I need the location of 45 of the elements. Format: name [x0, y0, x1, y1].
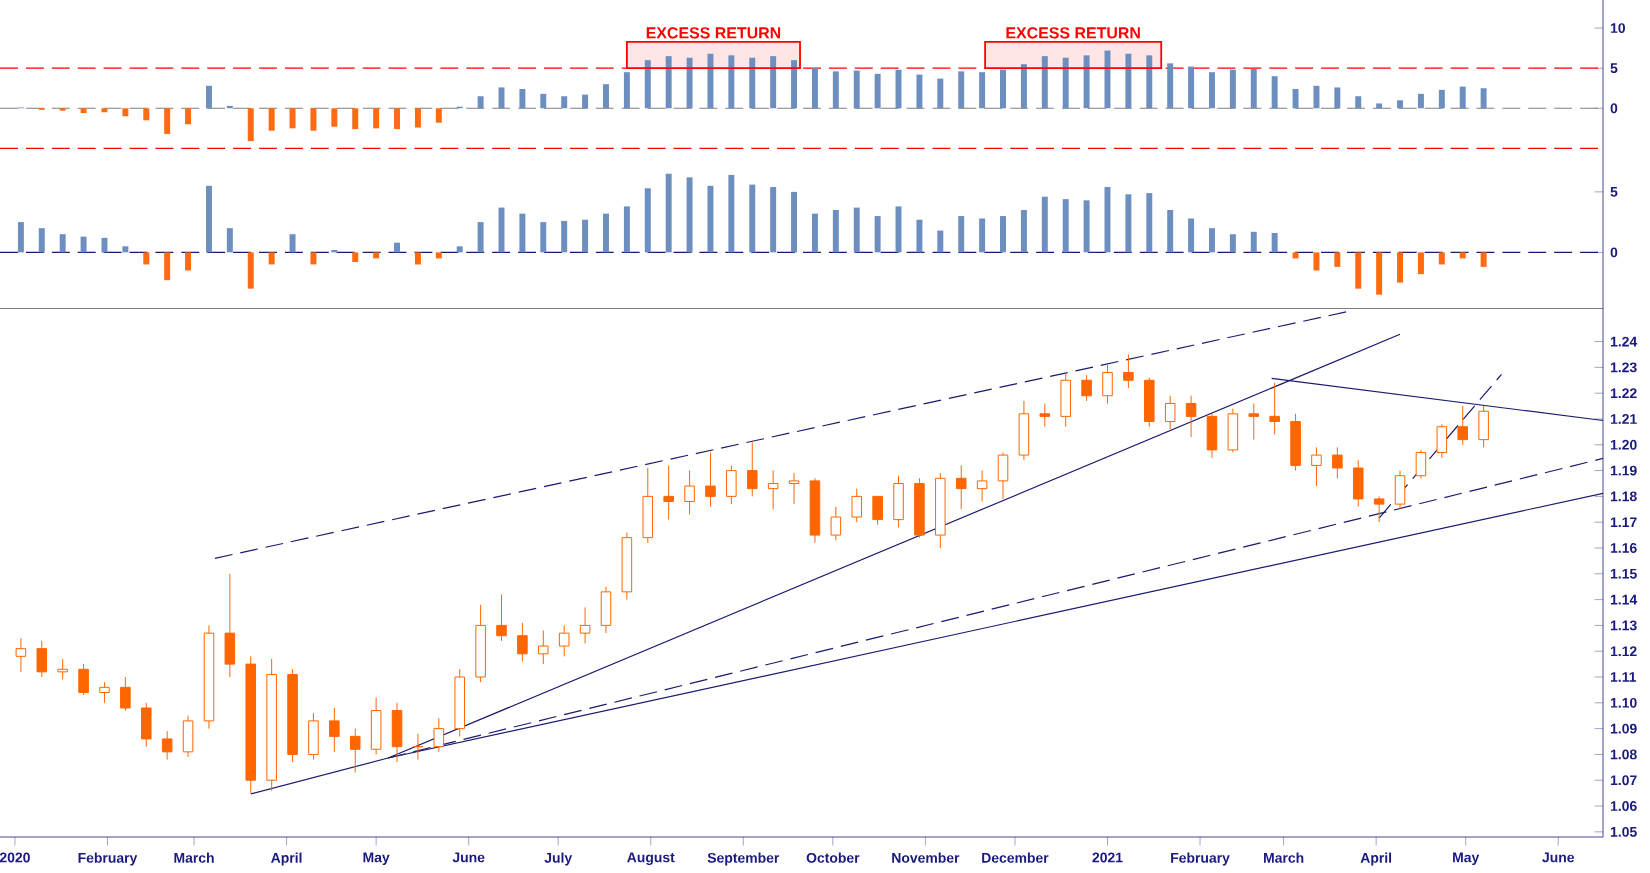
band-label: EXCESS RETURN — [646, 27, 781, 39]
x-tick-label: April — [1360, 852, 1392, 866]
x-tick-label: June — [1542, 852, 1575, 863]
y-tick-label: 0 — [1610, 103, 1618, 114]
x-tick-label: July — [544, 852, 573, 866]
y-tick-label: 1.17 — [1610, 517, 1637, 527]
y-tick-label: 1.16 — [1610, 543, 1637, 553]
y-tick-label: 1.22 — [1610, 388, 1637, 399]
y-tick-label: 1.09 — [1610, 723, 1637, 734]
x-tick-label: 2021 — [1092, 852, 1123, 863]
y-tick-label: 1.05 — [1610, 826, 1637, 837]
y-tick-label: 1.11 — [1610, 672, 1637, 682]
y-tick-label: 1.20 — [1610, 439, 1637, 450]
band-label: EXCESS RETURN — [1006, 27, 1140, 39]
x-tick-label: February — [1171, 852, 1230, 866]
y-tick-label: 1.21 — [1610, 414, 1637, 424]
y-tick-label: 1.23 — [1610, 362, 1637, 373]
x-tick-label: November — [892, 852, 960, 863]
x-tick-label: May — [1453, 852, 1480, 866]
x-tick-label: April — [271, 852, 302, 866]
y-tick-label: 0 — [1610, 247, 1618, 258]
y-tick-label: 1.12 — [1610, 646, 1637, 657]
x-tick-label: February — [78, 852, 138, 866]
y-tick-label: 1.19 — [1610, 465, 1637, 476]
y-tick-label: 1.07 — [1610, 775, 1637, 786]
x-tick-label: October — [806, 852, 860, 863]
y-tick-label: 1.10 — [1610, 697, 1637, 708]
y-tick-label: 1.13 — [1610, 620, 1637, 631]
y-tick-label: 1.18 — [1610, 491, 1637, 502]
y-tick-label: 10 — [1610, 23, 1626, 33]
x-tick-label: September — [707, 852, 780, 866]
x-tick-label: March — [1264, 852, 1304, 863]
x-tick-label: May — [363, 852, 390, 866]
x-tick-label: March — [174, 852, 214, 863]
x-tick-label: 2020 — [0, 852, 30, 863]
x-tick-label: June — [452, 852, 485, 863]
y-tick-label: 1.06 — [1610, 801, 1637, 811]
y-tick-label: 1.14 — [1610, 594, 1638, 605]
x-tick-label: December — [982, 852, 1049, 863]
y-tick-label: 5 — [1610, 63, 1618, 74]
y-tick-label: 1.15 — [1610, 568, 1637, 579]
y-tick-label: 1.24 — [1610, 336, 1638, 347]
x-tick-label: August — [627, 852, 675, 866]
y-tick-label: 1.08 — [1610, 749, 1637, 760]
y-tick-label: 5 — [1610, 187, 1618, 197]
